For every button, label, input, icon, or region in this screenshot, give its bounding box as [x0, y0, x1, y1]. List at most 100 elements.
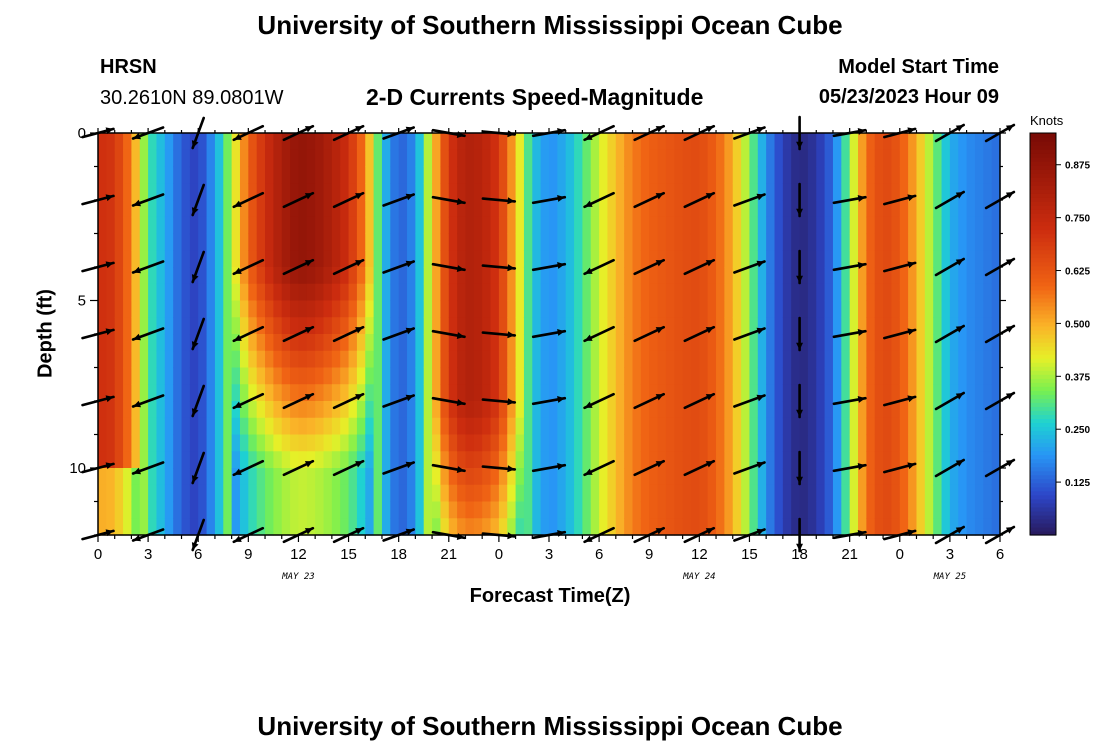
- heatmap-cell: [607, 300, 617, 318]
- heatmap-cell: [732, 300, 742, 318]
- heatmap-cell: [716, 216, 725, 235]
- heatmap-cell: [348, 334, 358, 352]
- heatmap-cell: [565, 283, 575, 302]
- colorbar-swatch: [1030, 450, 1056, 456]
- heatmap-cell: [331, 501, 341, 519]
- heatmap-cell: [398, 250, 408, 268]
- heatmap-cell: [498, 149, 508, 168]
- heatmap-cell: [265, 233, 274, 251]
- heatmap-cell: [732, 468, 742, 486]
- heatmap-cell: [281, 166, 291, 184]
- heatmap-cell: [741, 300, 751, 318]
- heatmap-cell: [273, 216, 283, 235]
- current-arrow: [282, 459, 315, 477]
- heatmap-cell: [214, 350, 224, 369]
- heatmap-cell: [632, 216, 642, 235]
- heatmap-cell: [156, 283, 166, 302]
- colorbar-swatch: [1030, 169, 1056, 174]
- heatmap-cell: [699, 183, 709, 201]
- heatmap-cell: [724, 384, 734, 402]
- heatmap-cell: [381, 149, 391, 168]
- heatmap-cell: [615, 334, 625, 352]
- current-arrow: [481, 331, 517, 339]
- heatmap-cell: [657, 283, 667, 302]
- heatmap-cell: [223, 367, 233, 385]
- heatmap-cell: [214, 417, 224, 436]
- heatmap-cell: [457, 434, 467, 452]
- heatmap-cell: [523, 200, 533, 218]
- heatmap-cell: [306, 149, 316, 168]
- heatmap-cell: [173, 484, 183, 503]
- heatmap-cell: [640, 300, 650, 318]
- heatmap-cell: [381, 401, 391, 419]
- heatmap-cell: [540, 350, 550, 369]
- heatmap-cell: [832, 451, 842, 469]
- colorbar-swatch: [1030, 217, 1056, 223]
- heatmap-cell: [958, 468, 968, 486]
- heatmap-cell: [139, 451, 149, 469]
- colorbar-swatch: [1030, 265, 1056, 271]
- heatmap-cell: [799, 434, 809, 452]
- heatmap-cell: [281, 367, 291, 385]
- heatmap-cell: [457, 401, 467, 419]
- heatmap-cell: [407, 334, 416, 352]
- heatmap-cell: [891, 233, 901, 251]
- heatmap-cell: [632, 133, 642, 151]
- heatmap-cell: [206, 367, 216, 385]
- heatmap-cell: [248, 250, 258, 268]
- heatmap-cell: [632, 518, 642, 536]
- heatmap-cell: [807, 166, 817, 184]
- heatmap-cell: [265, 200, 274, 218]
- heatmap-cell: [807, 267, 817, 285]
- heatmap-cell: [331, 183, 341, 201]
- heatmap-cell: [432, 300, 442, 318]
- heatmap-cell: [482, 267, 492, 285]
- heatmap-cell: [507, 200, 517, 218]
- heatmap-cell: [281, 417, 291, 436]
- heatmap-cell: [298, 267, 308, 285]
- heatmap-cell: [657, 200, 667, 218]
- heatmap-cell: [682, 283, 692, 302]
- heatmap-cell: [908, 233, 918, 251]
- heatmap-cell: [557, 149, 567, 168]
- heatmap-cell: [665, 283, 675, 302]
- current-arrow: [131, 260, 165, 274]
- x-tick-label: 6: [194, 546, 202, 563]
- heatmap-cell: [657, 166, 667, 184]
- heatmap-cell: [807, 317, 817, 335]
- heatmap-cell: [373, 166, 383, 184]
- heatmap-cell: [565, 233, 575, 251]
- heatmap-cell: [891, 149, 901, 168]
- heatmap-cell: [640, 401, 650, 419]
- heatmap-cell: [331, 434, 341, 452]
- heatmap-cell: [774, 133, 784, 151]
- heatmap-cell: [732, 200, 742, 218]
- heatmap-cell: [574, 317, 584, 335]
- heatmap-cell: [640, 166, 650, 184]
- colorbar-swatch: [1030, 362, 1056, 367]
- heatmap-cell: [874, 300, 884, 318]
- heatmap-cell: [448, 283, 458, 302]
- heatmap-cell: [198, 250, 208, 268]
- heatmap-cell: [807, 133, 817, 151]
- colorbar-swatch: [1030, 338, 1056, 343]
- heatmap-cell: [348, 133, 358, 151]
- heatmap-cell: [741, 468, 751, 486]
- heatmap-cell: [649, 468, 659, 486]
- colorbar-swatch: [1030, 253, 1056, 259]
- heatmap-cell: [699, 149, 709, 168]
- current-arrow: [481, 398, 517, 406]
- heatmap-cell: [724, 133, 734, 151]
- current-arrow: [832, 195, 867, 205]
- heatmap-cell: [974, 451, 984, 469]
- heatmap-cell: [448, 401, 458, 419]
- heatmap-cell: [741, 216, 751, 235]
- heatmap-cell: [340, 484, 350, 503]
- colorbar-swatch: [1030, 297, 1056, 303]
- heatmap-cell: [198, 183, 208, 201]
- heatmap-cell: [899, 216, 909, 235]
- heatmap-cell: [849, 384, 859, 402]
- heatmap-cell: [248, 367, 258, 385]
- heatmap-cell: [181, 317, 191, 335]
- heatmap-cell: [607, 166, 617, 184]
